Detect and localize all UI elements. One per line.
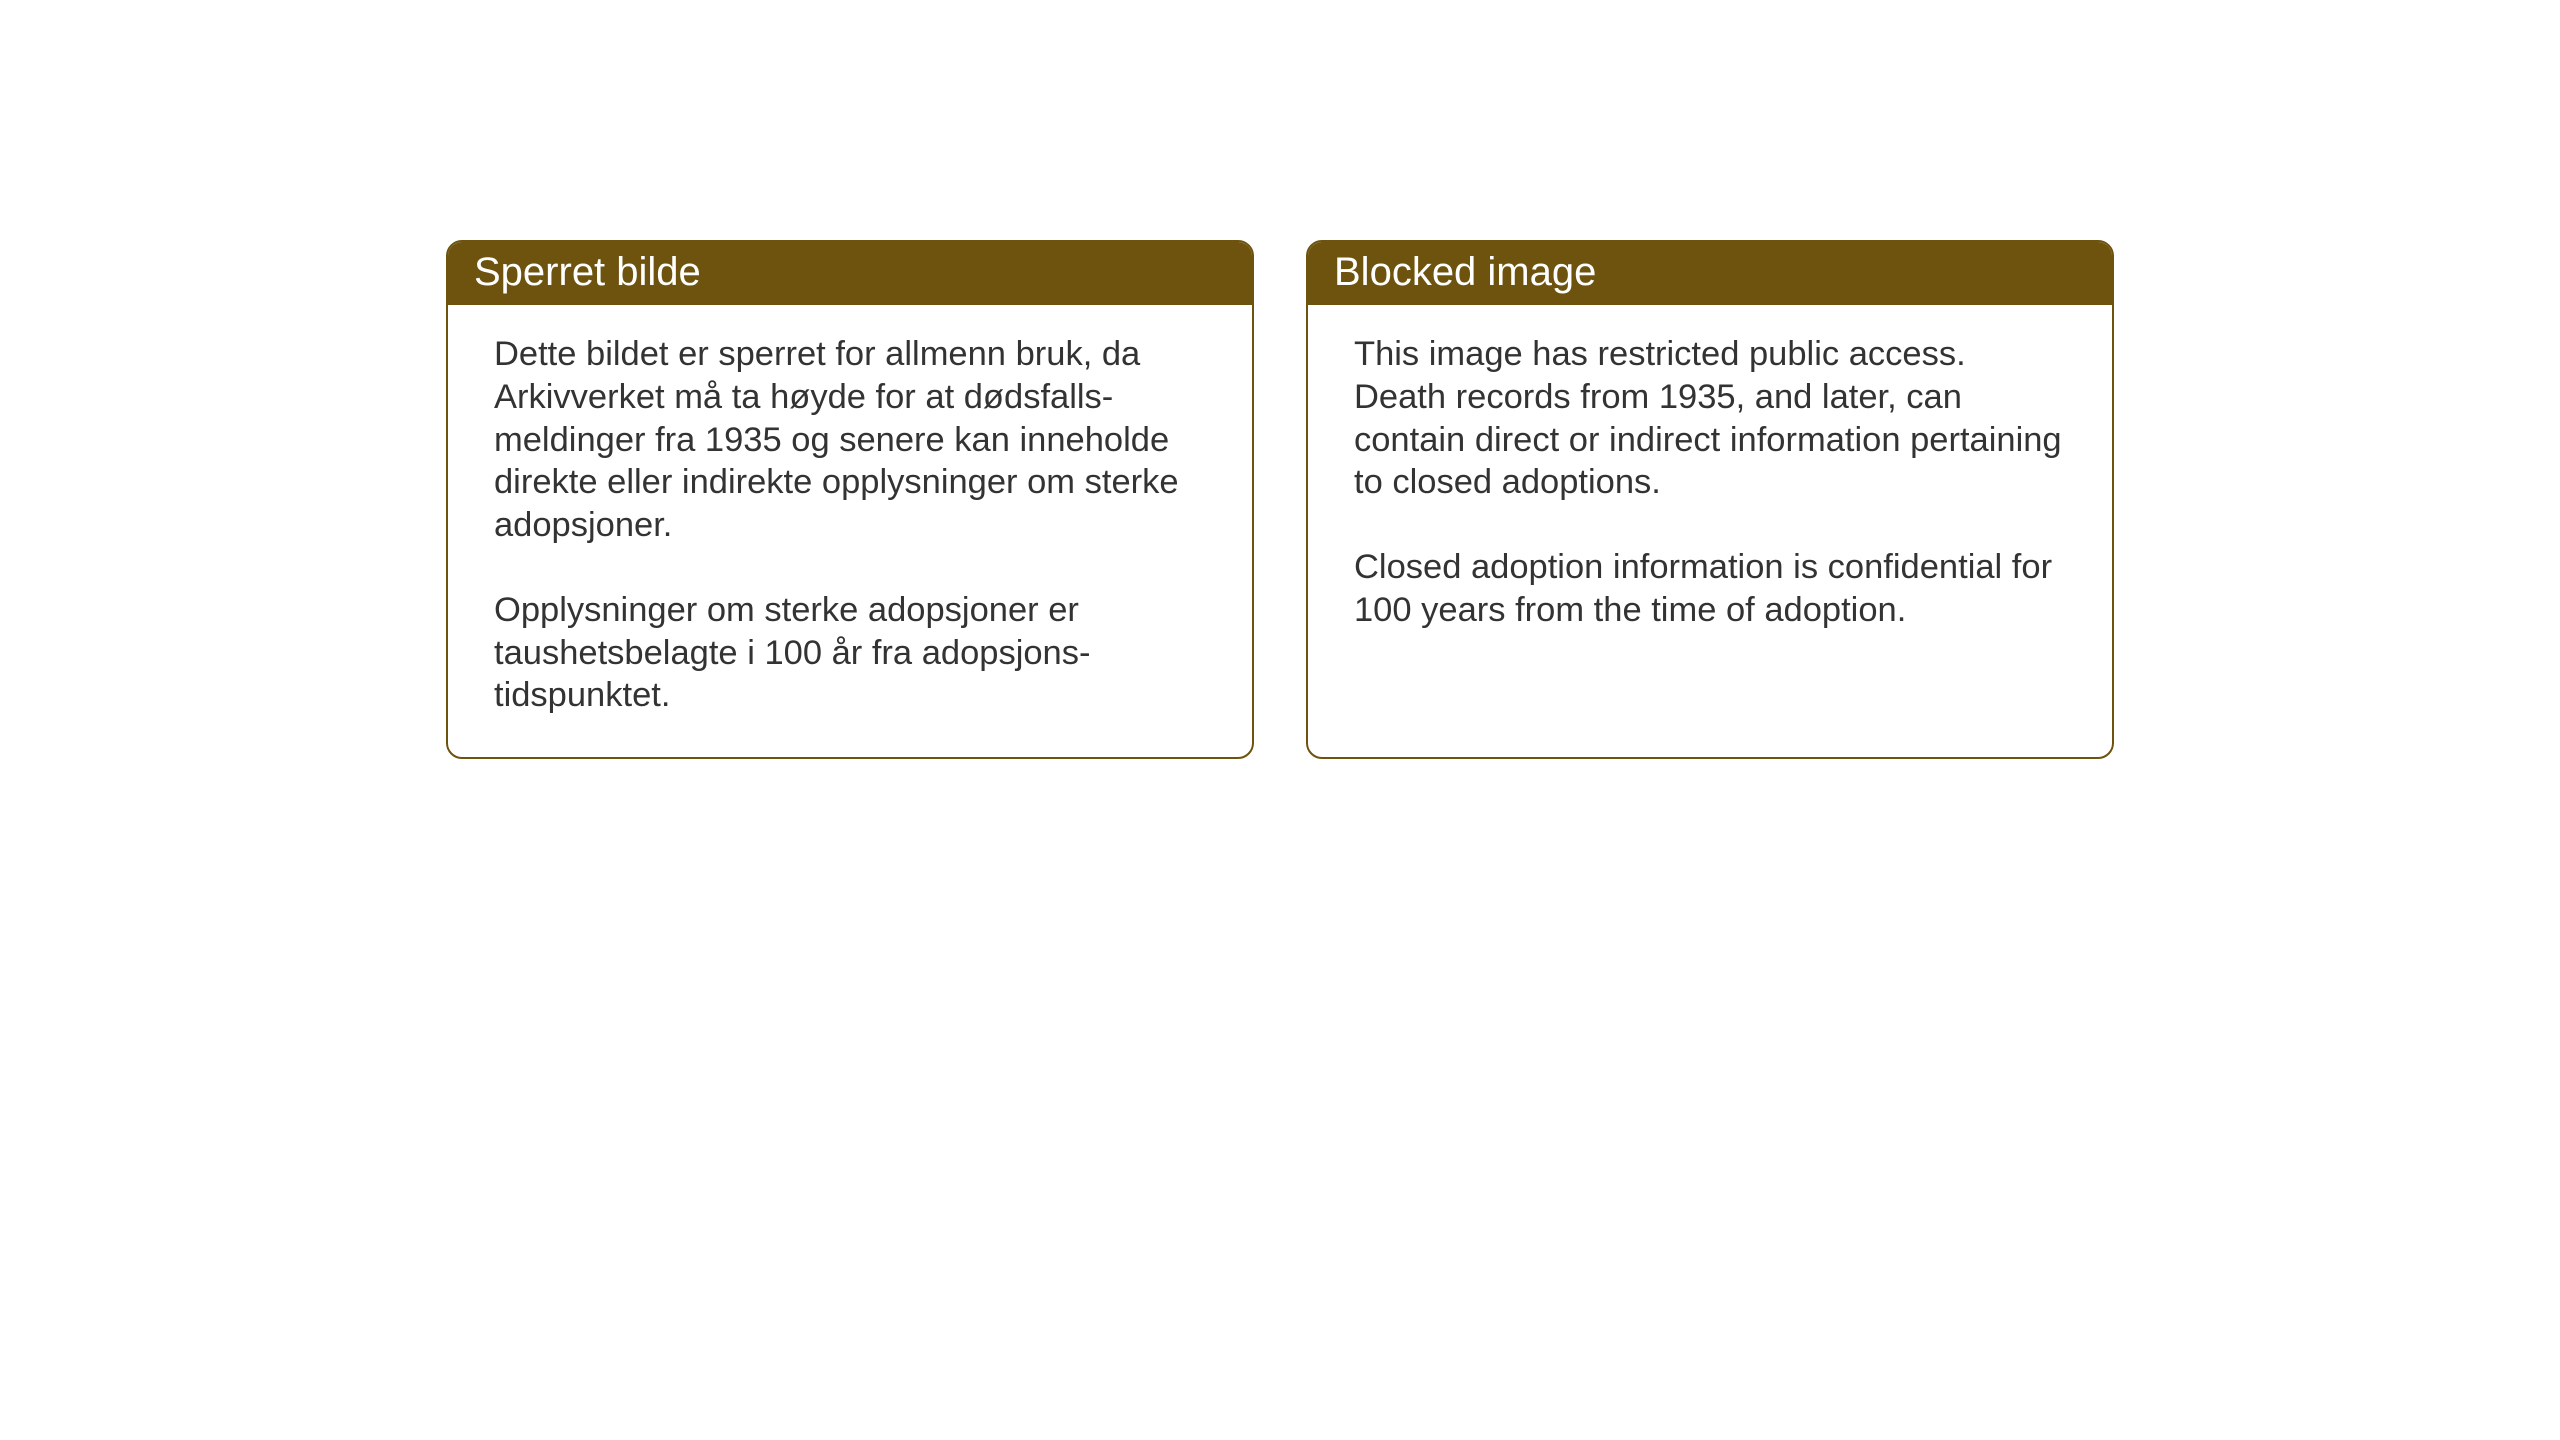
english-paragraph-2: Closed adoption information is confident… [1354,546,2066,632]
norwegian-notice-body: Dette bildet er sperret for allmenn bruk… [448,305,1252,757]
english-notice-title: Blocked image [1308,242,2112,305]
norwegian-notice-card: Sperret bilde Dette bildet er sperret fo… [446,240,1254,759]
english-paragraph-1: This image has restricted public access.… [1354,333,2066,504]
english-notice-card: Blocked image This image has restricted … [1306,240,2114,759]
norwegian-paragraph-1: Dette bildet er sperret for allmenn bruk… [494,333,1206,547]
notice-container: Sperret bilde Dette bildet er sperret fo… [446,240,2114,759]
norwegian-notice-title: Sperret bilde [448,242,1252,305]
norwegian-paragraph-2: Opplysninger om sterke adopsjoner er tau… [494,589,1206,717]
english-notice-body: This image has restricted public access.… [1308,305,2112,735]
